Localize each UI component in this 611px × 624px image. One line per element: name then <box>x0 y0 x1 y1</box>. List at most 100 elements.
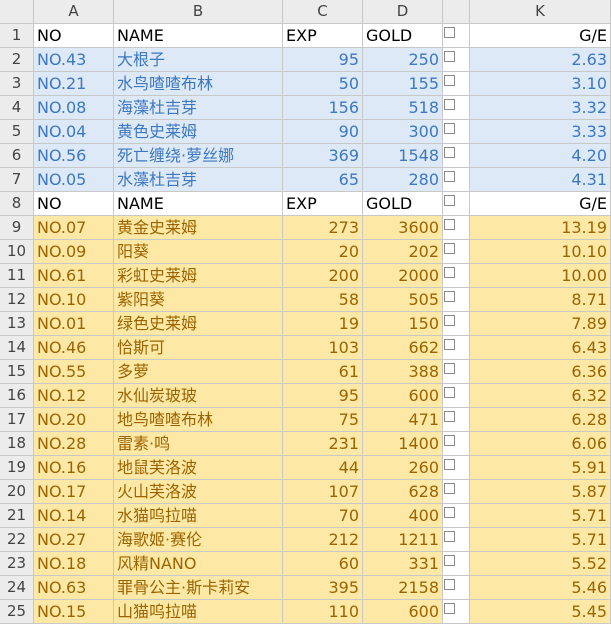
row-header[interactable]: 5 <box>0 120 34 144</box>
header-cell-name[interactable]: NAME <box>114 192 283 216</box>
cell-gold[interactable]: 388 <box>363 360 443 384</box>
checkbox[interactable] <box>444 243 455 254</box>
header-cell-name[interactable]: NAME <box>114 24 283 48</box>
cell-name[interactable]: 雷素·鸣 <box>114 432 283 456</box>
row-header[interactable]: 1 <box>0 24 34 48</box>
cell-gold[interactable]: 250 <box>363 48 443 72</box>
cell-gold[interactable]: 628 <box>363 480 443 504</box>
column-header-k[interactable]: K <box>470 0 611 24</box>
cell-name[interactable]: 绿色史莱姆 <box>114 312 283 336</box>
cell-ge[interactable]: 13.19 <box>470 216 611 240</box>
cell-no[interactable]: NO.07 <box>34 216 114 240</box>
cell-name[interactable]: 水猫呜拉喵 <box>114 504 283 528</box>
column-header-a[interactable]: A <box>34 0 114 24</box>
cell-ge[interactable]: 3.32 <box>470 96 611 120</box>
cell-no[interactable]: NO.05 <box>34 168 114 192</box>
row-header[interactable]: 11 <box>0 264 34 288</box>
checkbox[interactable] <box>444 219 455 230</box>
cell-exp[interactable]: 90 <box>283 120 363 144</box>
cell-name[interactable]: 海藻杜吉芽 <box>114 96 283 120</box>
cell-ge[interactable]: 7.89 <box>470 312 611 336</box>
cell-name[interactable]: 紫阳葵 <box>114 288 283 312</box>
row-header[interactable]: 2 <box>0 48 34 72</box>
checkbox[interactable] <box>444 27 455 38</box>
cell-ge[interactable]: 4.20 <box>470 144 611 168</box>
checkbox[interactable] <box>444 363 455 374</box>
cell-gold[interactable]: 662 <box>363 336 443 360</box>
header-cell-no[interactable]: NO <box>34 24 114 48</box>
checkbox[interactable] <box>444 555 455 566</box>
column-header-c[interactable]: C <box>283 0 363 24</box>
row-header[interactable]: 22 <box>0 528 34 552</box>
cell-ge[interactable]: 5.87 <box>470 480 611 504</box>
cell-exp[interactable]: 60 <box>283 552 363 576</box>
header-cell-ge[interactable]: G/E <box>470 192 611 216</box>
cell-no[interactable]: NO.10 <box>34 288 114 312</box>
row-header[interactable]: 21 <box>0 504 34 528</box>
row-header[interactable]: 23 <box>0 552 34 576</box>
cell-ge[interactable]: 5.46 <box>470 576 611 600</box>
row-header[interactable]: 3 <box>0 72 34 96</box>
column-header-d[interactable]: D <box>363 0 443 24</box>
header-cell-ge[interactable]: G/E <box>470 24 611 48</box>
cell-gold[interactable]: 2000 <box>363 264 443 288</box>
cell-no[interactable]: NO.27 <box>34 528 114 552</box>
cell-ge[interactable]: 6.36 <box>470 360 611 384</box>
cell-no[interactable]: NO.21 <box>34 72 114 96</box>
checkbox[interactable] <box>444 267 455 278</box>
cell-ge[interactable]: 5.71 <box>470 504 611 528</box>
checkbox[interactable] <box>444 435 455 446</box>
row-header[interactable]: 10 <box>0 240 34 264</box>
cell-exp[interactable]: 61 <box>283 360 363 384</box>
checkbox[interactable] <box>444 171 455 182</box>
cell-no[interactable]: NO.04 <box>34 120 114 144</box>
cell-gold[interactable]: 1400 <box>363 432 443 456</box>
cell-ge[interactable]: 6.28 <box>470 408 611 432</box>
checkbox[interactable] <box>444 387 455 398</box>
cell-name[interactable]: 彩虹史莱姆 <box>114 264 283 288</box>
cell-no[interactable]: NO.28 <box>34 432 114 456</box>
cell-no[interactable]: NO.15 <box>34 600 114 624</box>
checkbox[interactable] <box>444 291 455 302</box>
cell-exp[interactable]: 50 <box>283 72 363 96</box>
row-header[interactable]: 9 <box>0 216 34 240</box>
cell-gold[interactable]: 471 <box>363 408 443 432</box>
cell-gold[interactable]: 280 <box>363 168 443 192</box>
cell-no[interactable]: NO.55 <box>34 360 114 384</box>
cell-gold[interactable]: 505 <box>363 288 443 312</box>
column-header-b[interactable]: B <box>114 0 283 24</box>
row-header[interactable]: 15 <box>0 360 34 384</box>
cell-name[interactable]: 水仙炭玻玻 <box>114 384 283 408</box>
cell-gold[interactable]: 3600 <box>363 216 443 240</box>
cell-ge[interactable]: 5.71 <box>470 528 611 552</box>
cell-exp[interactable]: 44 <box>283 456 363 480</box>
cell-no[interactable]: NO.20 <box>34 408 114 432</box>
header-cell-exp[interactable]: EXP <box>283 24 363 48</box>
cell-name[interactable]: 海歌姬·赛伦 <box>114 528 283 552</box>
row-header[interactable]: 16 <box>0 384 34 408</box>
cell-name[interactable]: 黄色史莱姆 <box>114 120 283 144</box>
cell-no[interactable]: NO.12 <box>34 384 114 408</box>
row-header[interactable]: 7 <box>0 168 34 192</box>
row-header[interactable]: 12 <box>0 288 34 312</box>
cell-ge[interactable]: 10.00 <box>470 264 611 288</box>
checkbox[interactable] <box>444 75 455 86</box>
cell-ge[interactable]: 6.06 <box>470 432 611 456</box>
cell-ge[interactable]: 6.32 <box>470 384 611 408</box>
cell-name[interactable]: 多萝 <box>114 360 283 384</box>
cell-name[interactable]: 恰斯可 <box>114 336 283 360</box>
cell-gold[interactable]: 1211 <box>363 528 443 552</box>
cell-ge[interactable]: 5.45 <box>470 600 611 624</box>
cell-no[interactable]: NO.43 <box>34 48 114 72</box>
cell-exp[interactable]: 65 <box>283 168 363 192</box>
cell-ge[interactable]: 8.71 <box>470 288 611 312</box>
cell-exp[interactable]: 273 <box>283 216 363 240</box>
checkbox[interactable] <box>444 531 455 542</box>
cell-exp[interactable]: 395 <box>283 576 363 600</box>
cell-name[interactable]: 火山芙洛波 <box>114 480 283 504</box>
cell-exp[interactable]: 156 <box>283 96 363 120</box>
cell-exp[interactable]: 107 <box>283 480 363 504</box>
cell-exp[interactable]: 200 <box>283 264 363 288</box>
checkbox[interactable] <box>444 339 455 350</box>
checkbox[interactable] <box>444 99 455 110</box>
